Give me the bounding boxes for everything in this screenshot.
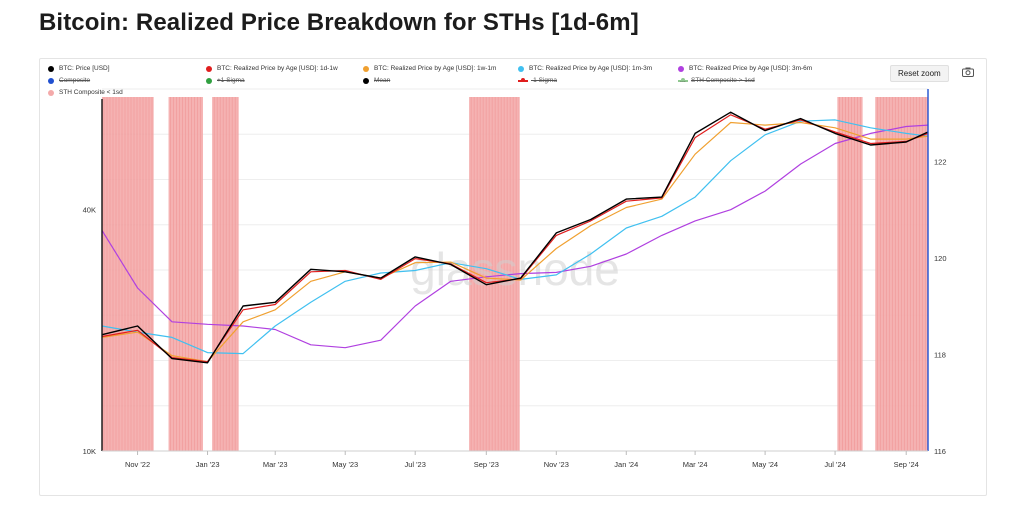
legend-swatch: [206, 65, 212, 72]
y-right-tick-label: 120: [934, 254, 947, 263]
camera-icon[interactable]: [962, 67, 974, 77]
x-tick-label: Jul '24: [824, 460, 845, 469]
y-right-tick-label: 122: [934, 157, 947, 166]
legend-item[interactable]: BTC: Realized Price by Age [USD]: 1d-1w: [206, 65, 338, 72]
highlight-band: [168, 97, 203, 451]
series-line: [101, 121, 929, 363]
legend-item[interactable]: Mean: [363, 77, 390, 84]
legend-swatch: [48, 65, 54, 72]
legend-label: -1 Sigma: [531, 77, 558, 84]
legend-item[interactable]: -1 Sigma: [518, 77, 557, 84]
x-tick-label: Mar '24: [683, 460, 708, 469]
legend-item[interactable]: STH Composite < 1sd: [48, 89, 123, 96]
x-tick-label: Sep '23: [474, 460, 499, 469]
x-tick-label: Nov '22: [125, 460, 150, 469]
legend-label: +1 Sigma: [217, 77, 245, 84]
series-line: [101, 124, 929, 349]
legend-swatch: [48, 77, 54, 84]
legend-label: BTC: Realized Price by Age [USD]: 3m-6m: [689, 65, 813, 72]
series-line: [101, 111, 929, 364]
legend-label: Mean: [374, 77, 391, 84]
chart-card: BTC: Price [USD] BTC: Realized Price by A…: [39, 58, 987, 496]
chart-plot: glassnode 10K 40K 116 118 120 122 Nov '22 Jan '2…: [83, 88, 947, 469]
legend-swatch: [678, 65, 684, 72]
legend-item[interactable]: Composite: [48, 77, 90, 84]
legend-item[interactable]: BTC: Price [USD]: [48, 65, 110, 72]
x-tick-label: May '23: [332, 460, 358, 469]
x-tick-label: May '24: [752, 460, 778, 469]
legend-swatch: [518, 77, 528, 82]
legend-item[interactable]: BTC: Realized Price by Age [USD]: 3m-6m: [678, 65, 812, 72]
legend-item[interactable]: BTC: Realized Price by Age [USD]: 1m-3m: [518, 65, 652, 72]
legend-swatch: [206, 77, 212, 84]
highlight-band: [212, 97, 239, 451]
legend-item[interactable]: STH Composite > 1sd: [678, 77, 755, 84]
watermark-text: glassnode: [410, 243, 620, 295]
legend-label: BTC: Realized Price by Age [USD]: 1m-3m: [529, 65, 653, 72]
x-tick-label: Nov '23: [544, 460, 569, 469]
legend-swatch: [363, 65, 369, 72]
legend-more[interactable]: ...: [680, 77, 686, 84]
y-right-tick-label: 118: [934, 350, 946, 359]
legend-label: STH Composite < 1sd: [59, 89, 123, 96]
legend-item[interactable]: +1 Sigma: [206, 77, 245, 84]
legend-label: Composite: [59, 77, 91, 84]
y-left-tick-label: 40K: [83, 206, 96, 215]
reset-zoom-button[interactable]: Reset zoom: [890, 65, 949, 82]
legend-label: STH Composite > 1sd: [691, 77, 755, 84]
page-title: Bitcoin: Realized Price Breakdown for ST…: [39, 9, 639, 36]
x-tick-label: Sep '24: [894, 460, 919, 469]
x-tick-label: Jan '23: [196, 460, 220, 469]
x-tick-label: Jul '23: [404, 460, 425, 469]
legend-swatch: [363, 77, 369, 84]
legend-label: BTC: Realized Price by Age [USD]: 1d-1w: [217, 65, 338, 72]
legend-swatch: [48, 89, 54, 96]
legend-swatch: [518, 65, 524, 72]
legend-swatch: [678, 77, 688, 82]
highlight-band: [837, 97, 863, 451]
x-tick-label: Mar '23: [263, 460, 288, 469]
y-right-tick-label: 116: [934, 447, 946, 456]
y-left-tick-label: 10K: [83, 447, 96, 456]
legend-item[interactable]: BTC: Realized Price by Age [USD]: 1w-1m: [363, 65, 496, 72]
legend-label: BTC: Price [USD]: [59, 65, 110, 72]
x-tick-label: Jan '24: [614, 460, 638, 469]
legend-label: BTC: Realized Price by Age [USD]: 1w-1m: [374, 65, 497, 72]
